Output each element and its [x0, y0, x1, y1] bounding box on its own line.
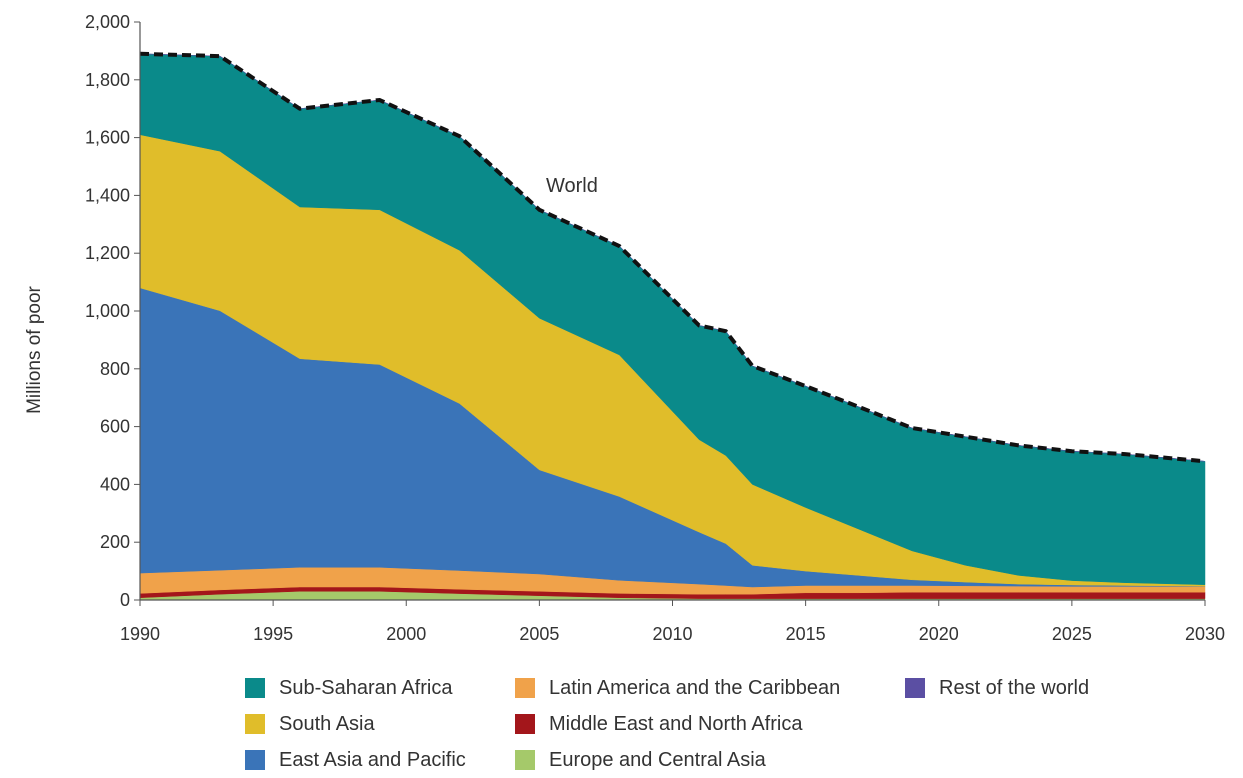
- y-tick-label: 1,000: [85, 301, 130, 321]
- world-total-line: [139, 51, 1206, 464]
- x-tick-label: 2025: [1052, 624, 1092, 644]
- y-tick-label: 200: [100, 532, 130, 552]
- x-tick-label: 1995: [253, 624, 293, 644]
- legend-swatch: [245, 750, 265, 770]
- legend-label: Europe and Central Asia: [549, 748, 766, 771]
- legend-item: Rest of the world: [905, 670, 1125, 706]
- legend-item: Europe and Central Asia: [515, 742, 905, 778]
- world-dashed-line: [139, 51, 1206, 464]
- world-annotation: World: [546, 175, 598, 197]
- x-tick-label: 2030: [1185, 624, 1225, 644]
- legend-swatch: [245, 678, 265, 698]
- y-tick-label: 1,800: [85, 70, 130, 90]
- x-tick-label: 2020: [919, 624, 959, 644]
- legend: Sub-Saharan Africa Latin America and the …: [245, 670, 1125, 778]
- legend-label: Latin America and the Caribbean: [549, 676, 841, 699]
- x-tick-label: 2010: [652, 624, 692, 644]
- y-tick-label: 2,000: [85, 12, 130, 32]
- x-ticks: 1990 1995 2000 2005 2010 2015 2020 2025 2030: [120, 600, 1225, 644]
- y-tick-label: 400: [100, 474, 130, 494]
- legend-item: Sub-Saharan Africa: [245, 670, 515, 706]
- legend-swatch: [515, 678, 535, 698]
- y-tick-label: 1,200: [85, 243, 130, 263]
- y-tick-label: 1,600: [85, 128, 130, 148]
- y-tick-label: 600: [100, 417, 130, 437]
- legend-label: East Asia and Pacific: [279, 748, 466, 771]
- legend-swatch: [245, 714, 265, 734]
- y-tick-label: 800: [100, 359, 130, 379]
- x-tick-label: 2005: [519, 624, 559, 644]
- legend-item: Latin America and the Caribbean: [515, 670, 905, 706]
- x-tick-label: 2000: [386, 624, 426, 644]
- legend-swatch: [515, 750, 535, 770]
- legend-item: Middle East and North Africa: [515, 706, 905, 742]
- legend-label: South Asia: [279, 712, 375, 735]
- legend-item: East Asia and Pacific: [245, 742, 515, 778]
- legend-label: Sub-Saharan Africa: [279, 676, 453, 699]
- legend-swatch: [515, 714, 535, 734]
- stacked-areas: [139, 53, 1206, 601]
- x-tick-label: 2015: [786, 624, 826, 644]
- legend-item: South Asia: [245, 706, 515, 742]
- legend-label: Middle East and North Africa: [549, 712, 803, 735]
- y-tick-label: 1,400: [85, 185, 130, 205]
- legend-spacer: [905, 706, 1125, 742]
- legend-swatch: [905, 678, 925, 698]
- y-axis-title: Millions of poor: [24, 285, 45, 413]
- legend-label: Rest of the world: [939, 676, 1090, 699]
- x-tick-label: 1990: [120, 624, 160, 644]
- y-ticks: 0 200 400 600 800 1,000 1,200 1,400 1,600 1,800 2,…: [85, 12, 140, 610]
- y-tick-label: 0: [120, 590, 130, 610]
